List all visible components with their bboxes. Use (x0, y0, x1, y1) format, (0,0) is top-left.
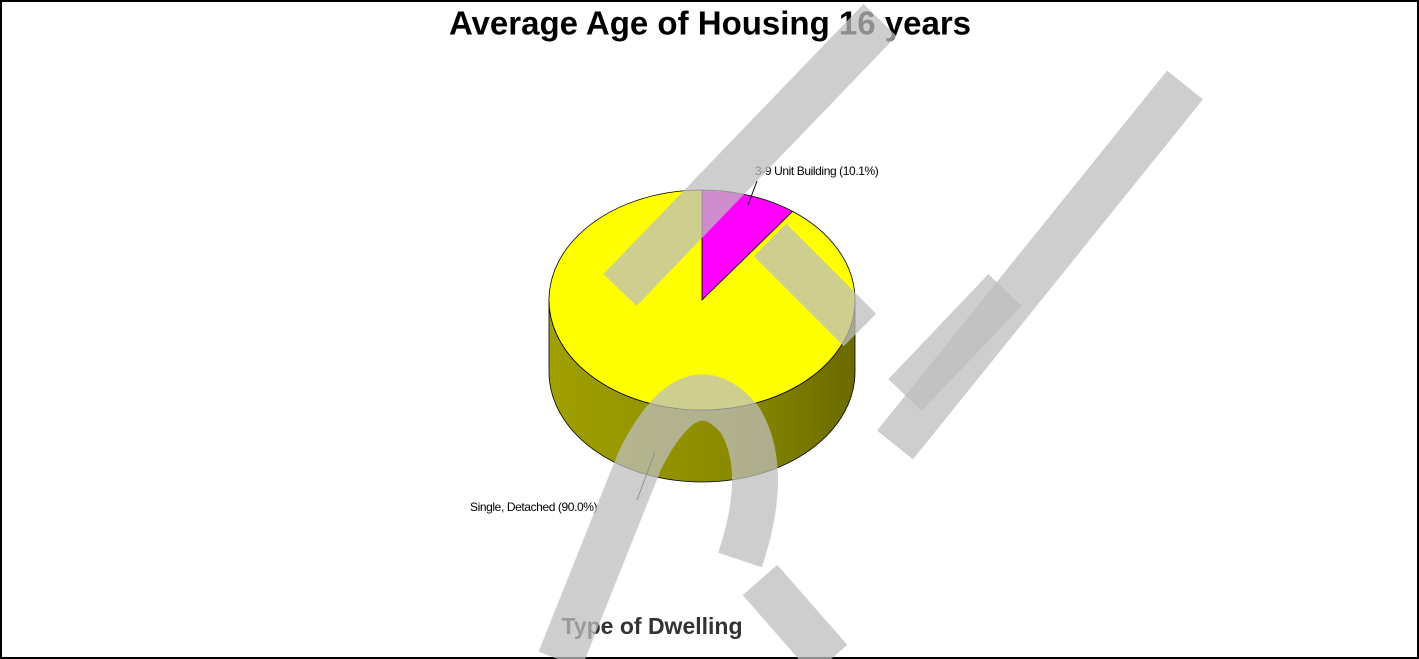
watermark (538, 4, 1203, 659)
slice-label: 3-9 Unit Building (10.1%) (755, 164, 879, 178)
slice-label: Single, Detached (90.0%) (470, 500, 598, 514)
leader-line (747, 180, 758, 206)
